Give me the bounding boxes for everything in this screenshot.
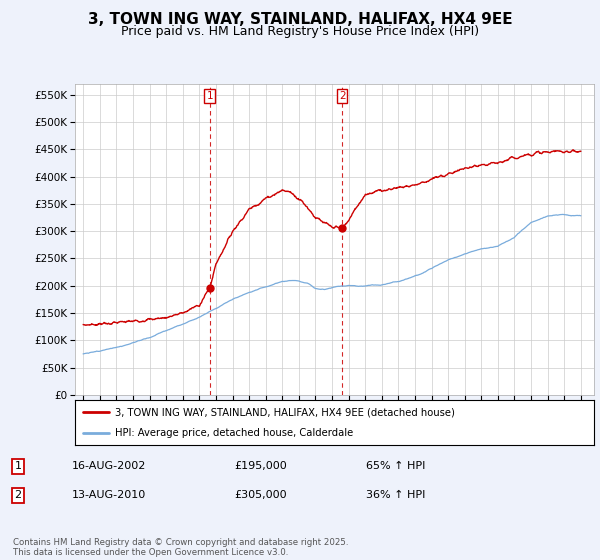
Text: 1: 1 bbox=[14, 461, 22, 471]
Text: £305,000: £305,000 bbox=[234, 490, 287, 500]
Text: Contains HM Land Registry data © Crown copyright and database right 2025.
This d: Contains HM Land Registry data © Crown c… bbox=[13, 538, 349, 557]
Text: 65% ↑ HPI: 65% ↑ HPI bbox=[366, 461, 425, 471]
Text: 1: 1 bbox=[206, 91, 213, 101]
Text: 3, TOWN ING WAY, STAINLAND, HALIFAX, HX4 9EE (detached house): 3, TOWN ING WAY, STAINLAND, HALIFAX, HX4… bbox=[115, 408, 455, 418]
Text: Price paid vs. HM Land Registry's House Price Index (HPI): Price paid vs. HM Land Registry's House … bbox=[121, 25, 479, 38]
Text: 36% ↑ HPI: 36% ↑ HPI bbox=[366, 490, 425, 500]
Text: HPI: Average price, detached house, Calderdale: HPI: Average price, detached house, Cald… bbox=[115, 428, 354, 438]
Text: 13-AUG-2010: 13-AUG-2010 bbox=[72, 490, 146, 500]
Text: 2: 2 bbox=[14, 490, 22, 500]
Text: 16-AUG-2002: 16-AUG-2002 bbox=[72, 461, 146, 471]
Text: 3, TOWN ING WAY, STAINLAND, HALIFAX, HX4 9EE: 3, TOWN ING WAY, STAINLAND, HALIFAX, HX4… bbox=[88, 12, 512, 27]
Text: £195,000: £195,000 bbox=[234, 461, 287, 471]
Text: 2: 2 bbox=[339, 91, 346, 101]
